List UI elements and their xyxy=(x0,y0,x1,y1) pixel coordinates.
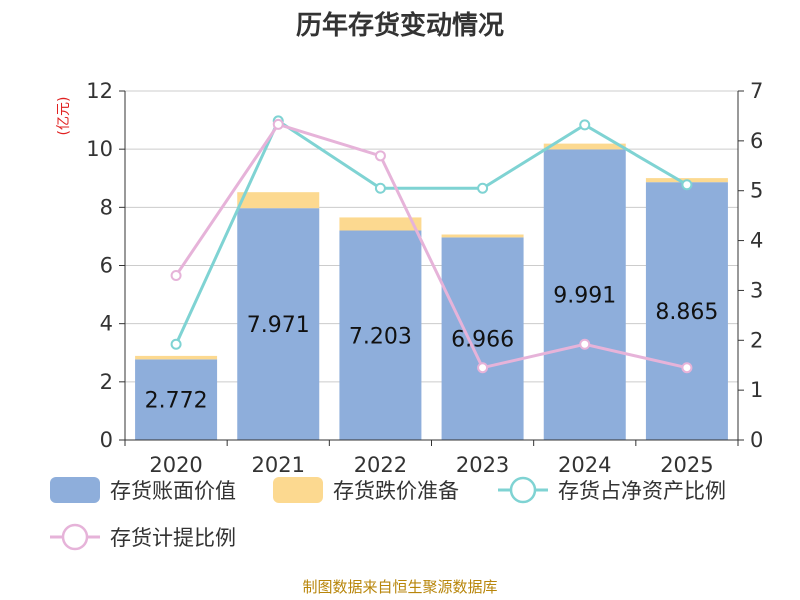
bar-data-label: 6.966 xyxy=(451,328,514,353)
x-tick-label: 2021 xyxy=(252,453,305,477)
legend-swatch xyxy=(50,477,100,503)
line-point xyxy=(272,118,284,130)
line-provision-ratio xyxy=(174,122,688,370)
line-point xyxy=(477,182,489,194)
x-tick-label: 2022 xyxy=(354,453,407,477)
left-axis-unit: (亿元) xyxy=(56,97,72,136)
bar-book-value xyxy=(543,149,626,441)
legend-marker xyxy=(61,523,89,551)
legend-label: 存货跌价准备 xyxy=(333,479,459,503)
bar-book-value xyxy=(645,182,728,440)
grid-lines xyxy=(125,90,738,383)
chart-title: 历年存货变动情况 xyxy=(296,10,504,41)
bar-book-value xyxy=(135,359,218,440)
legend-swatch xyxy=(273,477,323,503)
legend-label: 存货计提比例 xyxy=(110,526,236,550)
right-tick-label: 0 xyxy=(750,428,763,452)
right-tick-label: 5 xyxy=(750,179,763,203)
right-tick-label: 4 xyxy=(750,229,763,253)
left-tick-label: 6 xyxy=(100,254,113,278)
bar-data-label: 2.772 xyxy=(145,389,208,414)
line-point xyxy=(477,362,489,374)
left-tick-label: 8 xyxy=(100,195,113,219)
x-tick-label: 2024 xyxy=(558,453,611,477)
line-point xyxy=(374,182,386,194)
line-point xyxy=(681,179,693,191)
line-point xyxy=(170,269,182,281)
legend-label: 存货账面价值 xyxy=(110,479,236,503)
bar-book-value xyxy=(339,230,422,440)
line-point xyxy=(579,338,591,350)
line-point xyxy=(170,338,182,350)
bar-impairment-provision xyxy=(135,355,218,360)
right-tick-label: 1 xyxy=(750,378,763,402)
right-tick-label: 2 xyxy=(750,328,763,352)
line-point xyxy=(579,119,591,131)
bar-impairment-provision xyxy=(237,192,320,209)
legend-marker xyxy=(509,476,537,504)
x-tick-label: 2020 xyxy=(149,453,202,477)
left-tick-label: 2 xyxy=(100,370,113,394)
line-inventory-to-net-assets xyxy=(174,118,688,345)
bar-data-label: 7.971 xyxy=(247,313,310,338)
left-tick-label: 0 xyxy=(100,428,113,452)
bar-impairment-provision xyxy=(441,234,524,238)
data-labels: 2.772 7.971 7.203 6.966 9.991 8.865 xyxy=(145,284,719,414)
source-note: 制图数据来自恒生聚源数据库 xyxy=(302,578,497,596)
bar-series xyxy=(135,143,728,441)
line-point xyxy=(374,150,386,162)
left-tick-label: 10 xyxy=(86,137,113,161)
bar-data-label: 8.865 xyxy=(655,300,718,325)
line-series xyxy=(170,115,693,374)
line-point xyxy=(681,362,693,374)
bar-impairment-provision xyxy=(339,217,422,231)
right-tick-label: 3 xyxy=(750,278,763,302)
right-tick-label: 7 xyxy=(750,79,763,103)
bar-impairment-provision xyxy=(543,143,626,150)
left-tick-label: 4 xyxy=(100,312,113,336)
bar-data-label: 9.991 xyxy=(553,284,616,309)
bar-book-value xyxy=(237,208,320,440)
right-tick-label: 6 xyxy=(750,129,763,153)
x-tick-label: 2023 xyxy=(456,453,509,477)
x-tick-label: 2025 xyxy=(660,453,713,477)
legend-label: 存货占净资产比例 xyxy=(558,479,726,503)
left-tick-label: 12 xyxy=(86,79,113,103)
bar-data-label: 7.203 xyxy=(349,324,412,349)
bar-book-value xyxy=(441,237,524,440)
